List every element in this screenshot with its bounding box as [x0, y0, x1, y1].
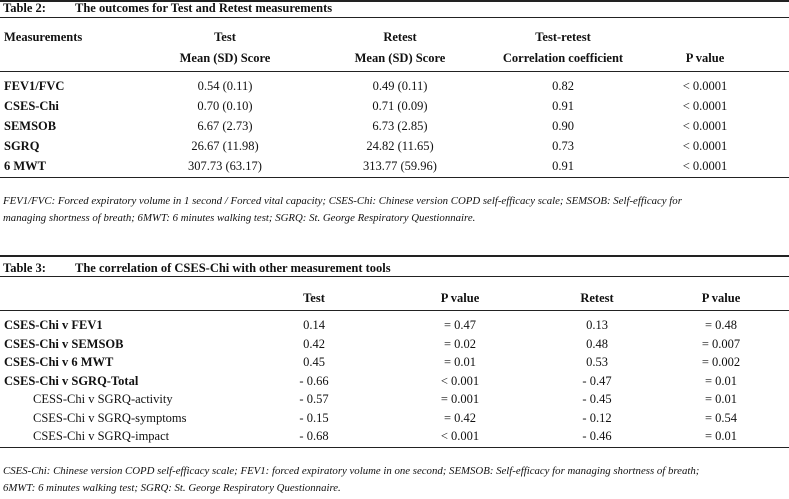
cell: < 0.0001 [682, 99, 728, 113]
cell: = 0.54 [704, 410, 738, 425]
rule [0, 447, 789, 448]
cell: = 0.007 [701, 336, 741, 351]
cell: 0.42 [303, 336, 325, 351]
cell: 6.73 (2.85) [372, 119, 428, 133]
cell: < 0.0001 [682, 119, 728, 133]
column-header: Test [303, 291, 325, 305]
row-label: SGRQ [4, 139, 40, 153]
row-label: CESS-Chi v SGRQ-activity [33, 392, 173, 406]
column-header: Test-retest [535, 30, 591, 44]
column-header: Retest [383, 30, 417, 44]
cell: - 0.15 [299, 410, 329, 425]
column-header: Retest [580, 291, 614, 305]
table-note: managing shortness of breath; 6MWT: 6 mi… [3, 212, 476, 224]
table-note: 6MWT: 6 minutes walking test; SGRQ: St. … [3, 482, 341, 494]
column-header: Measurements [4, 30, 83, 44]
row-label: SEMSOB [4, 119, 57, 133]
column-header: Correlation coefficient [502, 51, 624, 65]
cell: 0.53 [586, 355, 608, 369]
cell: = 0.02 [443, 336, 477, 351]
cell: < 0.0001 [682, 139, 728, 153]
cell: 0.14 [303, 318, 325, 332]
cell: < 0.0001 [682, 79, 728, 93]
cell: < 0.0001 [682, 159, 728, 173]
table-title: The outcomes for Test and Retest measure… [75, 1, 333, 15]
row-label: CSES-Chi v SGRQ-impact [33, 429, 170, 443]
cell: 0.91 [552, 159, 574, 173]
cell: < 0.001 [440, 373, 480, 388]
cell: - 0.45 [582, 392, 612, 406]
cell: 0.90 [552, 119, 574, 133]
cell: = 0.002 [701, 355, 741, 369]
cell: 0.82 [552, 79, 574, 93]
cell: = 0.48 [704, 318, 738, 332]
cell: = 0.01 [704, 373, 738, 388]
table-note: CSES-Chi: Chinese version COPD self-effi… [3, 465, 700, 477]
row-label: 6 MWT [4, 159, 47, 173]
cell: - 0.46 [582, 429, 612, 443]
cell: 0.54 (0.11) [197, 79, 253, 93]
cell: - 0.12 [582, 410, 612, 425]
cell: 0.73 [552, 139, 574, 153]
table-title: The correlation of CSES-Chi with other m… [75, 261, 391, 275]
row-label: CSES-Chi [4, 99, 59, 113]
rule [0, 17, 789, 18]
column-header: Mean (SD) Score [179, 51, 271, 65]
cell: 0.91 [552, 99, 574, 113]
row-label: FEV1/FVC [4, 79, 65, 93]
column-header: P value [701, 291, 741, 305]
cell: - 0.68 [299, 429, 329, 443]
cell: 0.71 (0.09) [372, 99, 428, 113]
rule [0, 177, 789, 178]
table-label: Table 3: [3, 261, 46, 275]
cell: 26.67 (11.98) [191, 139, 259, 153]
cell: 0.49 (0.11) [372, 79, 428, 93]
rule [0, 71, 789, 72]
cell: = 0.01 [704, 392, 738, 406]
cell: 307.73 (63.17) [188, 159, 262, 173]
cell: = 0.42 [443, 410, 477, 425]
cell: 313.77 (59.96) [363, 159, 437, 173]
column-header: Mean (SD) Score [354, 51, 446, 65]
column-header: P value [685, 51, 725, 65]
row-label: CSES-Chi v SEMSOB [4, 336, 124, 351]
row-label: CSES-Chi v 6 MWT [4, 355, 114, 369]
rule [0, 0, 789, 2]
table-note: FEV1/FVC: Forced expiratory volume in 1 … [3, 195, 682, 207]
cell: = 0.01 [443, 355, 477, 369]
cell: 0.13 [586, 318, 608, 332]
column-header: P value [440, 291, 480, 305]
rule [0, 255, 789, 257]
cell: = 0.01 [704, 429, 738, 443]
table-label: Table 2: [3, 1, 46, 15]
cell: 0.48 [586, 336, 608, 351]
row-label: CSES-Chi v SGRQ-Total [4, 373, 139, 388]
row-label: CSES-Chi v FEV1 [4, 318, 103, 332]
cell: < 0.001 [440, 429, 480, 443]
rule [0, 310, 789, 311]
cell: = 0.001 [440, 392, 480, 406]
cell: - 0.57 [299, 392, 329, 406]
cell: - 0.47 [582, 373, 612, 388]
cell: - 0.66 [299, 373, 329, 388]
cell: 24.82 (11.65) [366, 139, 434, 153]
rule [0, 276, 789, 277]
cell: 0.70 (0.10) [197, 99, 253, 113]
cell: 6.67 (2.73) [197, 119, 253, 133]
cell: 0.45 [303, 355, 325, 369]
column-header: Test [214, 30, 236, 44]
cell: = 0.47 [443, 318, 477, 332]
row-label: CSES-Chi v SGRQ-symptoms [33, 410, 187, 425]
